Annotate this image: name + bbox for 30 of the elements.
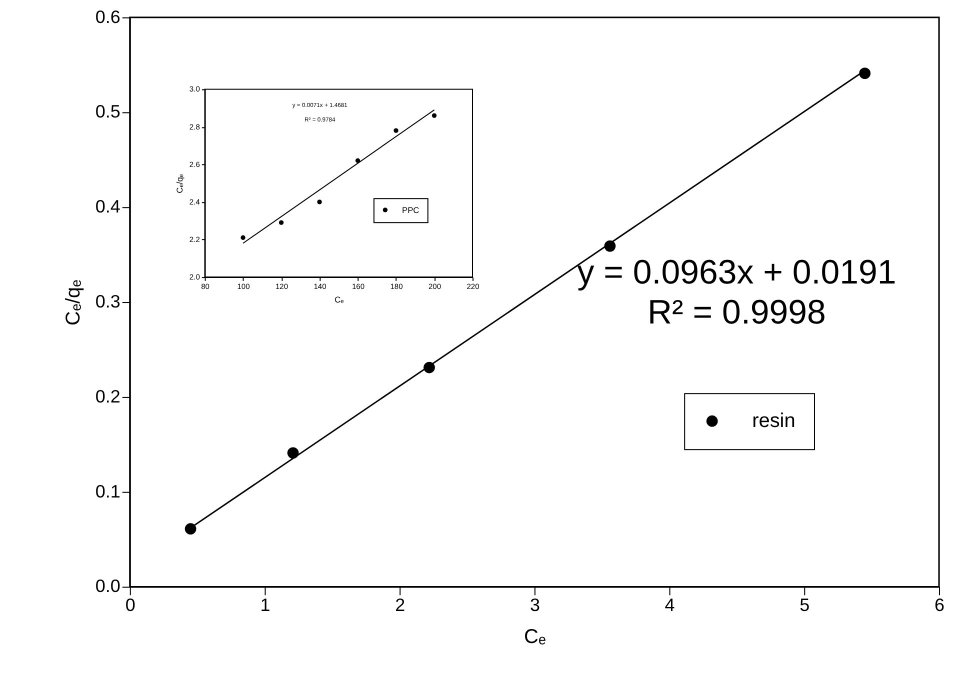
point	[287, 447, 299, 459]
point	[394, 128, 398, 133]
y-tick-label: 0.4	[95, 196, 120, 217]
y-tick-label: 0.5	[95, 102, 120, 122]
legend-label: resin	[752, 410, 796, 432]
x-tick-label: 1	[260, 595, 270, 616]
point	[859, 68, 871, 79]
x-tick-label: 6	[934, 595, 945, 616]
x-axis-title: Cₑ	[524, 626, 546, 648]
y-tick-label: 0.1	[95, 481, 120, 502]
x-tick-label: 2	[395, 595, 406, 616]
point	[184, 523, 196, 535]
point	[240, 235, 246, 240]
y-tick-label: 0.6	[95, 6, 120, 27]
x-axis-title: Cₑ	[334, 294, 344, 304]
x-tick-label: 0	[125, 595, 136, 616]
y-axis-title: Cₑ/qₑ	[62, 280, 84, 326]
point	[278, 220, 284, 225]
y-tick-label: 0.2	[95, 386, 120, 406]
y-axis-title: Cₑ/qₑ	[174, 174, 184, 194]
x-tick-label: 3	[530, 595, 540, 616]
point	[317, 200, 322, 204]
annotation: R² = 0.9998	[648, 293, 826, 332]
x-tick-label: 5	[800, 595, 810, 616]
y-tick-label: 0.3	[95, 292, 120, 312]
y-tick-label: 0.0	[95, 576, 120, 596]
x-tick-label: 4	[664, 595, 675, 616]
point	[432, 113, 437, 118]
annotation: y = 0.0963x + 0.0191	[577, 254, 896, 292]
legend-label: PPC	[402, 204, 420, 215]
